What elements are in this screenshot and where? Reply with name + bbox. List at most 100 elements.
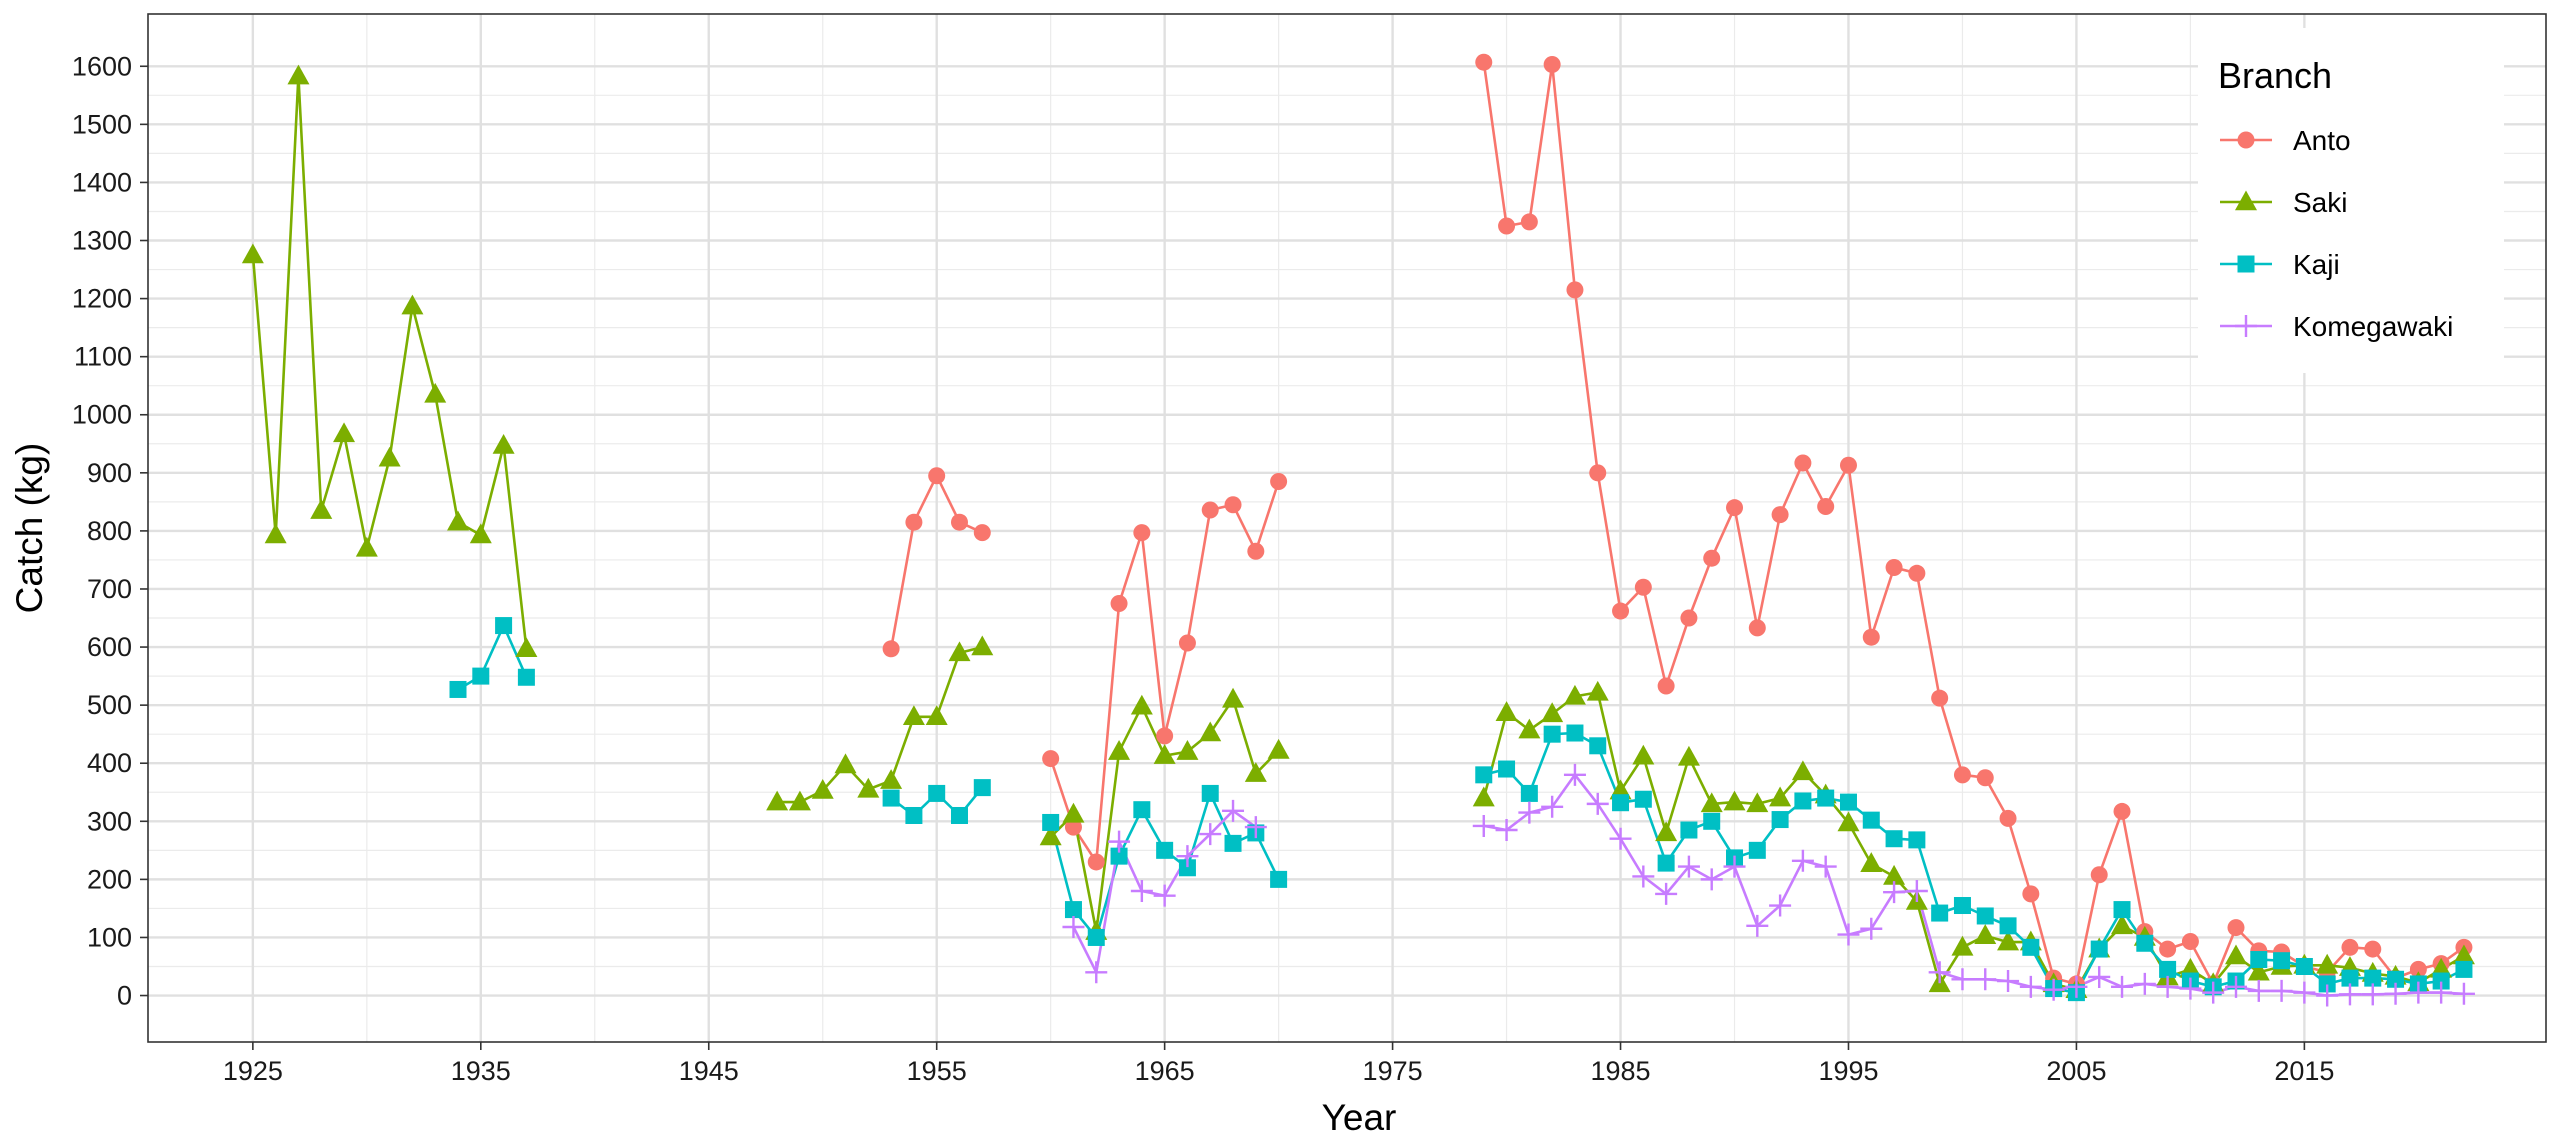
- data-point-saki: [1951, 935, 1974, 956]
- data-point-anto: [1999, 809, 2017, 827]
- data-point-saki: [2111, 914, 2134, 935]
- data-point-anto: [882, 640, 900, 658]
- legend-label-saki: Saki: [2293, 187, 2347, 218]
- data-point-anto: [973, 524, 991, 542]
- data-point-komegawaki: [2111, 975, 2134, 998]
- data-point-kaji: [2113, 901, 2131, 919]
- data-point-komegawaki: [2065, 975, 2088, 998]
- data-point-anto: [1908, 564, 1926, 582]
- data-point-kaji: [1657, 854, 1675, 872]
- data-point-kaji: [449, 680, 467, 698]
- data-point-kaji: [1908, 831, 1926, 849]
- data-point-anto: [2341, 938, 2359, 956]
- data-point-anto: [2181, 933, 2199, 951]
- data-point-komegawaki: [2247, 979, 2270, 1002]
- data-point-saki: [310, 499, 333, 519]
- data-point-saki: [1176, 740, 1199, 760]
- data-point-anto: [950, 513, 968, 531]
- data-point-saki: [2247, 960, 2270, 981]
- data-point-anto: [1087, 853, 1105, 871]
- data-point-komegawaki: [1655, 882, 1678, 905]
- legend-key-marker-kaji: [2237, 255, 2255, 273]
- data-point-kaji: [1270, 870, 1288, 888]
- data-point-kaji: [928, 784, 946, 802]
- data-point-komegawaki: [1769, 894, 1792, 917]
- data-point-saki: [2452, 944, 2475, 965]
- data-point-kaji: [2318, 975, 2336, 993]
- x-tick-label: 2015: [2274, 1056, 2334, 1086]
- data-point-anto: [1953, 766, 1971, 784]
- data-point-anto: [1178, 634, 1196, 652]
- data-point-komegawaki: [1974, 968, 1997, 991]
- data-point-komegawaki: [1700, 868, 1723, 891]
- data-point-anto: [1520, 213, 1538, 231]
- y-tick-label: 0: [117, 981, 132, 1011]
- data-point-saki: [515, 637, 538, 658]
- data-point-komegawaki: [2430, 981, 2453, 1004]
- data-point-komegawaki: [2179, 977, 2202, 1000]
- data-point-komegawaki: [2338, 983, 2361, 1006]
- data-point-saki: [1791, 760, 1814, 781]
- data-point-saki: [1222, 687, 1245, 708]
- y-tick-label: 1000: [72, 400, 132, 430]
- data-point-anto: [2409, 960, 2427, 978]
- gridlines: [148, 14, 2546, 1042]
- data-point-komegawaki: [1199, 823, 1222, 846]
- data-point-kaji: [1110, 847, 1128, 865]
- data-point-komegawaki: [1130, 879, 1153, 902]
- data-point-saki: [1997, 930, 2020, 951]
- data-point-anto: [2227, 919, 2245, 937]
- data-point-saki: [447, 510, 470, 531]
- y-axis-title: Catch (kg): [9, 443, 50, 614]
- data-point-saki: [1153, 744, 1176, 764]
- data-point-kaji: [1224, 834, 1242, 852]
- data-point-komegawaki: [1723, 855, 1746, 878]
- data-point-kaji: [1042, 813, 1060, 831]
- data-point-kaji: [1999, 917, 2017, 935]
- data-point-saki: [1837, 811, 1860, 832]
- data-point-komegawaki: [1518, 801, 1541, 824]
- data-point-saki: [492, 433, 515, 454]
- data-point-anto: [1680, 609, 1698, 627]
- data-point-saki: [811, 778, 834, 799]
- data-point-kaji: [882, 789, 900, 807]
- data-point-kaji: [1589, 737, 1607, 755]
- data-point-saki: [766, 790, 789, 811]
- data-point-komegawaki: [2361, 983, 2384, 1006]
- data-point-komegawaki: [1746, 914, 1769, 937]
- data-point-anto: [905, 513, 923, 531]
- data-point-komegawaki: [1176, 845, 1199, 868]
- data-point-anto: [1042, 750, 1060, 768]
- data-point-saki: [1769, 786, 1792, 807]
- data-point-komegawaki: [2019, 975, 2042, 998]
- y-tick-label: 400: [87, 748, 132, 778]
- data-point-anto: [1771, 506, 1789, 524]
- data-point-saki: [948, 641, 971, 662]
- data-point-kaji: [1178, 859, 1196, 877]
- data-point-saki: [287, 64, 310, 85]
- data-point-kaji: [2455, 960, 2473, 978]
- data-point-anto: [1726, 499, 1744, 517]
- data-point-anto: [1885, 558, 1903, 576]
- x-tick-label: 2005: [2046, 1056, 2106, 1086]
- data-point-saki: [333, 422, 356, 443]
- x-tick-label: 1935: [451, 1056, 511, 1086]
- data-point-saki: [1860, 852, 1883, 872]
- data-point-anto: [1794, 454, 1812, 472]
- data-point-anto: [1270, 473, 1288, 491]
- data-point-komegawaki: [2384, 982, 2407, 1005]
- data-point-saki: [1199, 721, 1222, 742]
- data-point-anto: [1133, 524, 1151, 542]
- data-point-komegawaki: [1563, 763, 1586, 786]
- data-point-kaji: [2364, 969, 2382, 987]
- data-point-anto: [1703, 549, 1721, 567]
- data-point-kaji: [1931, 904, 1949, 922]
- data-point-kaji: [1087, 928, 1105, 946]
- data-point-saki: [1267, 738, 1290, 759]
- y-tick-label: 200: [87, 864, 132, 894]
- data-point-komegawaki: [1632, 865, 1655, 888]
- y-tick-label: 1300: [72, 226, 132, 256]
- data-point-kaji: [495, 617, 513, 635]
- data-point-anto: [2159, 940, 2177, 958]
- data-point-komegawaki: [1677, 855, 1700, 878]
